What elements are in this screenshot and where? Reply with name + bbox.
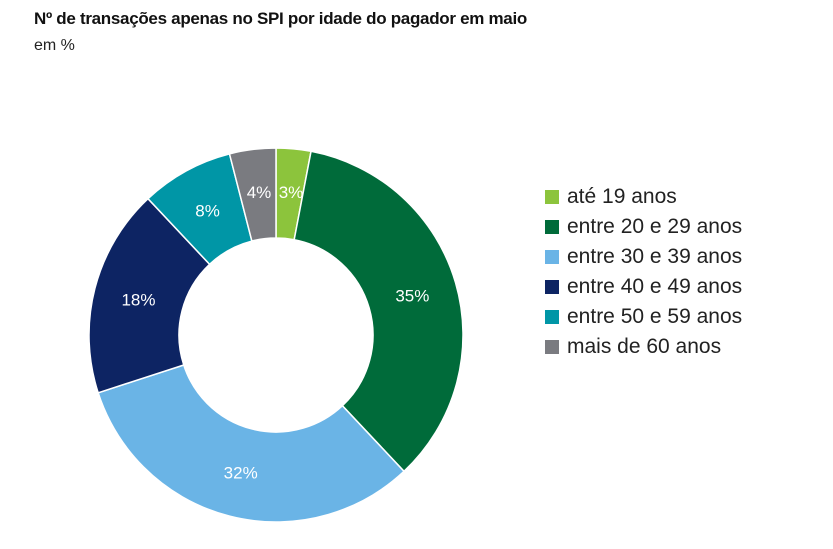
legend-swatch bbox=[545, 280, 559, 294]
donut-slice-6 bbox=[228, 147, 277, 242]
chart-title: Nº de transações apenas no SPI por idade… bbox=[34, 9, 527, 28]
legend-label: entre 30 e 39 anos bbox=[567, 245, 743, 268]
donut-slice-3 bbox=[97, 364, 406, 523]
legend-label: entre 20 e 29 anos bbox=[567, 215, 743, 238]
legend-item: entre 40 e 49 anos bbox=[545, 272, 742, 302]
legend-item: entre 20 e 29 anos bbox=[545, 212, 742, 242]
data-label: 4% bbox=[247, 183, 272, 202]
data-label: 35% bbox=[395, 286, 429, 305]
legend-swatch bbox=[545, 250, 559, 264]
donut-slice-2 bbox=[293, 150, 464, 473]
legend-swatch bbox=[545, 340, 559, 354]
chart-subtitle: em % bbox=[34, 37, 75, 54]
legend-swatch bbox=[545, 190, 559, 204]
legend-label: até 19 anos bbox=[567, 185, 677, 208]
legend-item: entre 50 e 59 anos bbox=[545, 302, 742, 332]
legend-item: mais de 60 anos bbox=[545, 332, 742, 362]
legend-swatch bbox=[545, 220, 559, 234]
data-label: 18% bbox=[121, 291, 155, 310]
donut-slice-4 bbox=[88, 197, 211, 394]
legend-item: até 19 anos bbox=[545, 182, 742, 212]
legend-label: mais de 60 anos bbox=[567, 335, 722, 358]
data-label: 32% bbox=[224, 464, 258, 483]
legend-label: entre 40 e 49 anos bbox=[567, 275, 743, 298]
legend-item: entre 30 e 39 anos bbox=[545, 242, 742, 272]
legend-swatch bbox=[545, 310, 559, 324]
legend-label: entre 50 e 59 anos bbox=[567, 305, 743, 328]
data-label: 8% bbox=[195, 202, 220, 221]
data-label: 3% bbox=[279, 183, 304, 202]
legend: até 19 anos entre 20 e 29 anos entre 30 e … bbox=[545, 182, 742, 362]
